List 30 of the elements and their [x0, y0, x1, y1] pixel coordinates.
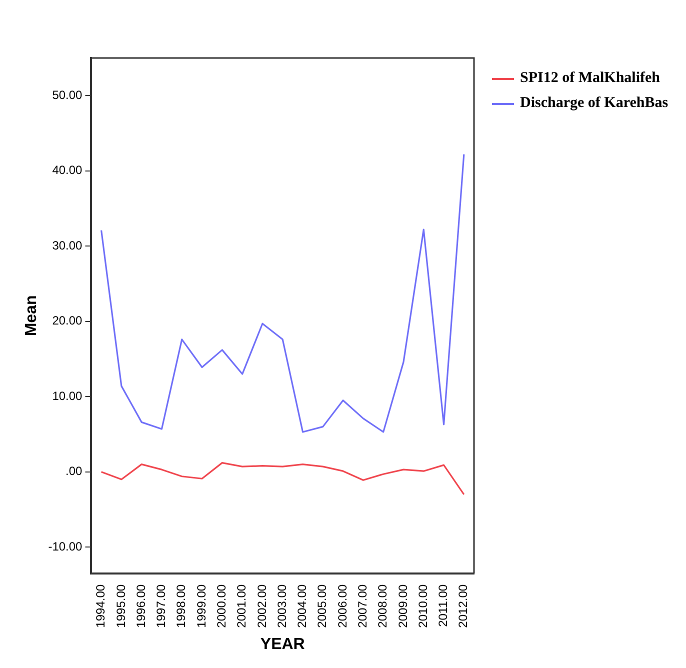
x-tick-label: 1994.00	[94, 584, 108, 628]
x-tick-label: 2010.00	[416, 584, 430, 628]
x-tick-label: 1999.00	[194, 584, 208, 628]
y-tick-label: -10.00	[48, 539, 83, 554]
x-axis-title: YEAR	[260, 636, 306, 653]
x-tick-label: 2004.00	[295, 584, 310, 628]
x-tick-label: 1998.00	[174, 584, 188, 628]
x-tick-label: 2003.00	[274, 584, 289, 628]
x-tick-label: 2000.00	[214, 584, 228, 628]
x-tick-label: 2008.00	[376, 584, 390, 628]
legend-label: SPI12 of MalKhalifeh	[520, 70, 660, 87]
y-tick-label: 20.00	[52, 314, 83, 328]
x-tick-label: 2002.00	[254, 584, 269, 628]
x-tick-label: 2001.00	[234, 584, 249, 628]
x-tick-label: 1995.00	[114, 584, 128, 628]
y-tick-label: 50.00	[52, 88, 83, 102]
y-axis-title: Mean	[23, 295, 40, 336]
y-tick-label: 30.00	[52, 238, 83, 252]
x-tick-label: 2012.00	[456, 584, 470, 628]
x-tick-label: 2009.00	[396, 584, 410, 628]
legend-label: Discharge of KarehBas	[520, 95, 668, 112]
x-tick-label: 2006.00	[335, 584, 350, 628]
x-tick-label: 2011.00	[436, 584, 450, 627]
x-tick-label: 2005.00	[315, 584, 330, 628]
x-tick-label: 1997.00	[154, 584, 168, 628]
x-tick-label: 2007.00	[356, 584, 370, 628]
x-tick-label: 1996.00	[134, 584, 148, 628]
y-tick-label: .00	[66, 464, 83, 478]
y-tick-label: 40.00	[52, 163, 83, 178]
y-tick-label: 10.00	[52, 388, 83, 403]
